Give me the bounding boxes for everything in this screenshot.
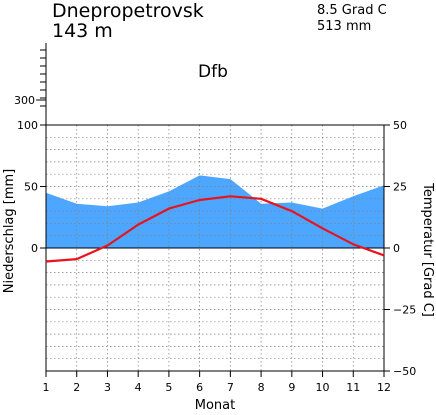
temp-line — [45, 195, 385, 263]
x-axis-title: Monat — [195, 398, 235, 413]
x-tick-label: 4 — [135, 381, 142, 394]
left-tick-label: 100 — [17, 119, 38, 132]
right-tick-label: −25 — [393, 304, 416, 317]
right-tick-label: 50 — [393, 119, 407, 132]
right-tick-label: 0 — [393, 242, 400, 255]
grid-layer — [46, 125, 384, 371]
left-tick-label: 0 — [31, 242, 38, 255]
x-tick-label: 11 — [346, 381, 360, 394]
y-axis-left-title: Niederschlag [mm] — [2, 169, 17, 294]
x-tick-label: 7 — [227, 381, 234, 394]
left-upper-tick-label: 300 — [14, 94, 35, 107]
climate-class: Dfb — [198, 62, 228, 82]
x-tick-label: 10 — [316, 381, 330, 394]
temp-layer — [45, 195, 385, 263]
x-tick-label: 9 — [288, 381, 295, 394]
x-tick-label: 1 — [43, 381, 50, 394]
left-tick-label: 50 — [24, 181, 38, 194]
x-tick-label: 5 — [165, 381, 172, 394]
y-axis-right-title: Temperatur [Grad C] — [420, 182, 435, 317]
x-tick-label: 2 — [73, 381, 80, 394]
mean-temperature: 8.5 Grad C — [317, 3, 387, 18]
x-tick-label: 6 — [196, 381, 203, 394]
x-tick-label: 12 — [377, 381, 391, 394]
station-name: Dnepropetrovsk — [52, 0, 204, 22]
annual-precipitation: 513 mm — [317, 19, 372, 34]
x-tick-label: 8 — [258, 381, 265, 394]
right-tick-label: −50 — [393, 365, 416, 378]
x-tick-label: 3 — [104, 381, 111, 394]
right-tick-label: 25 — [393, 181, 407, 194]
frame-layer — [36, 43, 390, 377]
station-elevation: 143 m — [52, 20, 113, 42]
